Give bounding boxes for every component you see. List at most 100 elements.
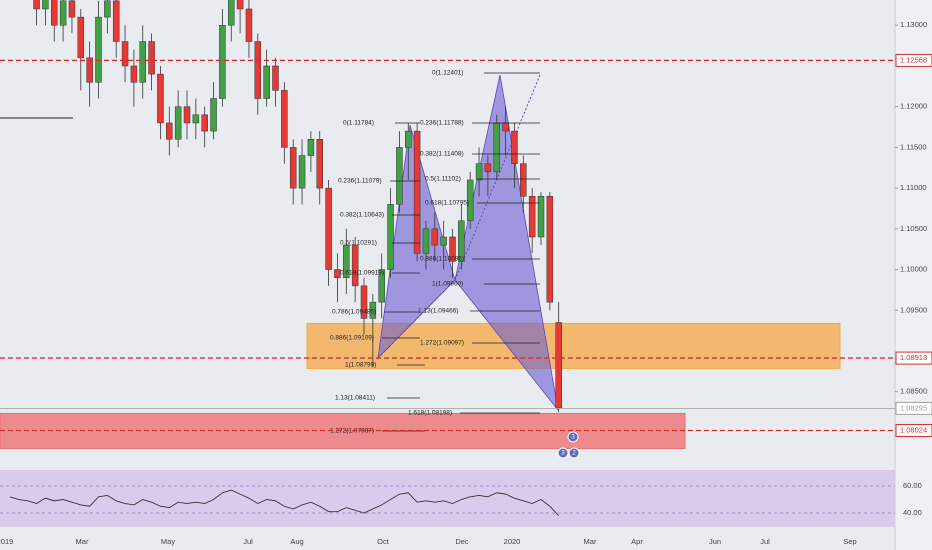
y-tick-label: 1.10000 xyxy=(900,265,927,274)
candle-body xyxy=(520,163,527,197)
event-marker xyxy=(568,447,580,459)
x-tick-label: Dec xyxy=(455,537,469,546)
candle-body xyxy=(174,106,182,140)
candle-body xyxy=(555,322,562,409)
candle-body xyxy=(316,139,323,189)
candle-body xyxy=(254,41,262,99)
candle-body xyxy=(263,65,270,99)
candle-body xyxy=(86,57,93,83)
candle-body xyxy=(396,147,403,205)
candle-body xyxy=(431,228,439,246)
candle-body xyxy=(130,65,138,83)
candle-body xyxy=(201,114,208,132)
event-marker xyxy=(567,431,579,443)
y-tick-label: 1.09500 xyxy=(900,305,927,314)
x-tick-label: Mar xyxy=(584,537,597,546)
fib-label: 1(1.09960) xyxy=(432,281,463,288)
rsi-pane xyxy=(0,470,895,527)
candle-body xyxy=(289,147,297,189)
level-label: 1.08024 xyxy=(900,425,927,434)
candle-body xyxy=(219,24,226,99)
y-tick-label: 1.13000 xyxy=(900,20,927,29)
event-label: 2 xyxy=(572,451,576,457)
event-label: 3 xyxy=(571,435,575,441)
fib-label: 1.272(1.07987) xyxy=(330,428,374,435)
candle-body xyxy=(68,0,76,18)
rsi-tick-label: 60.00 xyxy=(903,481,922,490)
candle-body xyxy=(210,98,217,132)
price-axis xyxy=(895,0,932,550)
candle-body xyxy=(413,130,421,254)
y-tick-label: 1.08500 xyxy=(900,387,927,396)
x-tick-label: Mar xyxy=(76,537,89,546)
candle-body xyxy=(166,122,173,140)
x-tick-label: Jul xyxy=(760,537,770,546)
candle-body xyxy=(343,244,350,278)
fib-label: 0.382(1.11408) xyxy=(420,151,464,158)
candle-body xyxy=(139,41,146,83)
candle-body xyxy=(192,114,200,124)
candle-body xyxy=(502,122,509,132)
candle-body xyxy=(245,8,253,42)
candle-body xyxy=(112,0,120,42)
candle-body xyxy=(537,196,545,238)
candle-body xyxy=(528,196,536,238)
level-label: 1.12568 xyxy=(900,55,927,64)
x-tick-label: 2019 xyxy=(0,537,13,546)
x-tick-label: Sep xyxy=(843,537,856,546)
x-tick-label: 2020 xyxy=(504,537,521,546)
candle-body xyxy=(236,0,244,10)
level-label: 1.08913 xyxy=(900,353,927,362)
x-tick-label: Apr xyxy=(631,537,643,546)
candle-body xyxy=(272,65,279,91)
fib-label: 0.886(1.09109) xyxy=(330,335,374,342)
fib-label: 0.236(1.11079) xyxy=(338,178,382,185)
x-tick-label: Jul xyxy=(243,537,253,546)
candle-body xyxy=(42,0,49,10)
candle-body xyxy=(484,163,492,173)
fib-label: 0(1.12401) xyxy=(432,70,463,77)
candle-body xyxy=(511,130,518,164)
candle-body xyxy=(121,41,129,67)
candle-body xyxy=(546,196,554,303)
x-tick-label: Oct xyxy=(377,537,390,546)
candle-body xyxy=(148,41,155,75)
level-label-box xyxy=(895,401,932,415)
fib-label: 0.618(1.09919) xyxy=(340,270,384,277)
candle-body xyxy=(351,244,359,287)
candle-body xyxy=(307,139,315,156)
candle-body xyxy=(77,16,85,59)
candle-body xyxy=(405,130,412,148)
candle-body xyxy=(281,90,288,148)
level-label-box xyxy=(895,351,932,365)
candle-body xyxy=(449,236,456,262)
fib-label: 1.272(1.09097) xyxy=(420,340,464,347)
fib-label: 1.13(1.09466) xyxy=(418,308,458,315)
rsi-tick-label: 40.00 xyxy=(903,508,922,517)
y-tick-label: 1.11500 xyxy=(900,142,927,151)
y-tick-label: 1.12000 xyxy=(900,102,927,111)
fib-label: 0.5(1.10291) xyxy=(340,240,377,247)
candle-body xyxy=(369,301,377,319)
candle-body xyxy=(157,73,164,124)
candle-body xyxy=(325,187,332,270)
candle-body xyxy=(183,106,191,124)
level-label-box xyxy=(895,423,932,437)
fib-label: 0.382(1.10643) xyxy=(340,212,384,219)
fib-label: 0.618(1.10795) xyxy=(425,200,469,207)
fib-label: 0.5(1.11102) xyxy=(425,176,461,183)
fib-label: 0.236(1.11788) xyxy=(420,120,464,127)
candle-body xyxy=(228,0,235,26)
candle-body xyxy=(475,163,483,181)
y-tick-label: 1.10500 xyxy=(900,224,927,233)
candle-body xyxy=(493,122,500,173)
candle-body xyxy=(387,204,394,270)
candle-body xyxy=(51,0,58,26)
fib-label: 0(1.11784) xyxy=(343,120,374,127)
level-label: 1.08295 xyxy=(900,403,927,412)
x-tick-label: Aug xyxy=(290,537,303,546)
fib-label: 1(1.08799) xyxy=(345,362,376,369)
candle-body xyxy=(334,269,341,278)
candle-body xyxy=(466,179,474,221)
